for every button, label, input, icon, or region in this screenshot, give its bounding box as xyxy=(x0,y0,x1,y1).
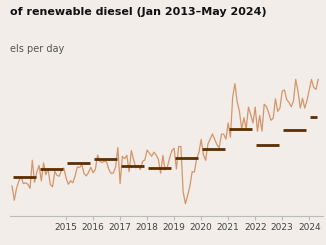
Text: els per day: els per day xyxy=(10,44,64,54)
Text: of renewable diesel (Jan 2013–May 2024): of renewable diesel (Jan 2013–May 2024) xyxy=(10,7,266,17)
